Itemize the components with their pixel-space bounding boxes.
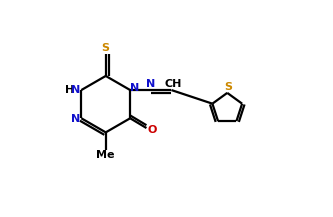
Text: S: S [102, 43, 110, 53]
Text: N: N [71, 114, 80, 124]
Text: N: N [130, 83, 140, 93]
Text: CH: CH [165, 79, 182, 89]
Text: N: N [146, 79, 156, 89]
Text: N: N [71, 85, 81, 95]
Text: Me: Me [97, 150, 115, 160]
Text: O: O [147, 125, 157, 135]
Text: S: S [224, 82, 232, 92]
Text: H: H [65, 85, 74, 95]
